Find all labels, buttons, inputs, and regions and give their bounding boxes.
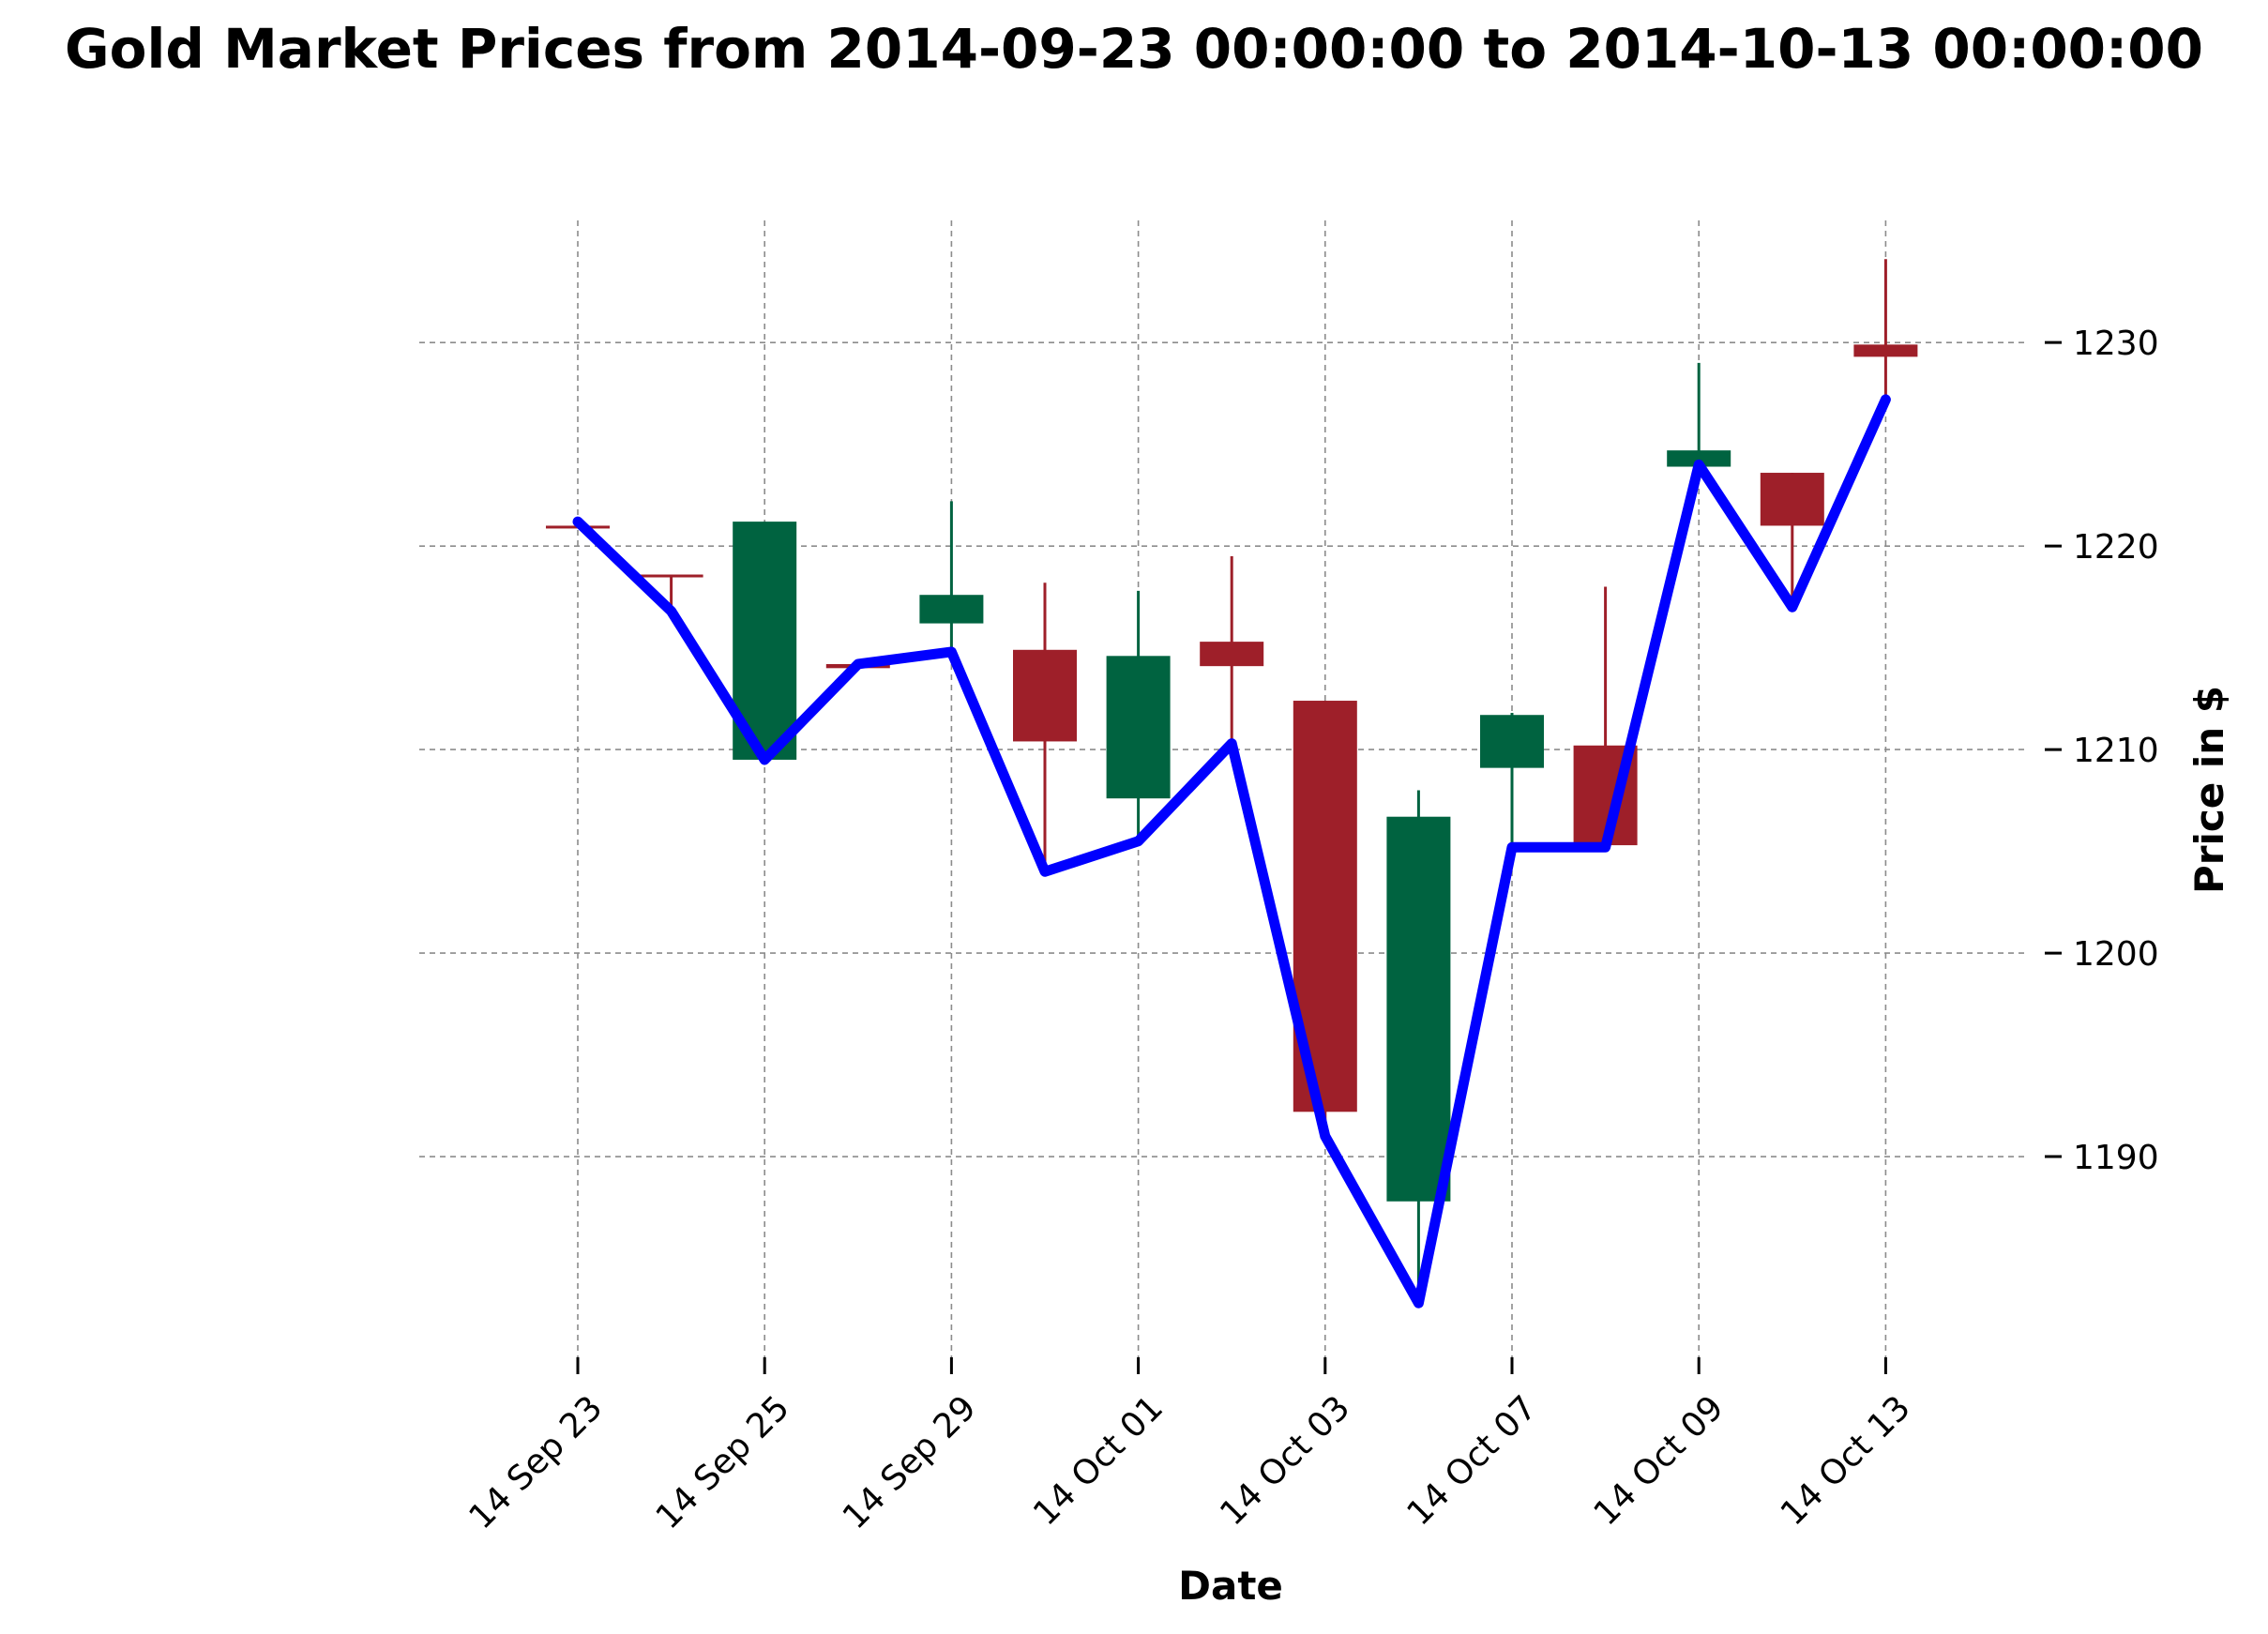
x-axis-label: Date [1178,1563,1283,1609]
candle-body-down [1853,344,1918,357]
candle-body-down [1200,642,1264,667]
candles [546,259,1918,1299]
x-tick-label: 14 Sep 23 [462,1388,611,1536]
x-tick-label: 14 Oct 01 [1026,1388,1171,1533]
grid [419,220,2026,1360]
x-axis: 14 Sep 23 14 Sep 25 14 Sep 29 14 Oct 01 14 O… [462,1357,1918,1536]
candle-body-up [1106,656,1171,799]
price-line-series [572,394,1891,1309]
candle-body-up [1386,816,1451,1202]
x-tick-label: 14 Oct 07 [1399,1388,1544,1533]
y-tick-label: 1210 [2073,732,2159,770]
candle-body-down [639,574,703,578]
y-tick-label: 1230 [2073,325,2159,363]
candle-body-up [919,595,984,624]
candle-body-down [1760,473,1824,526]
x-tick-label: 14 Sep 25 [649,1388,797,1536]
candle-body-down [1013,649,1077,742]
y-tick-label: 1200 [2073,935,2159,974]
y-axis: 1190 1200 1210 1220 1230 [2045,325,2159,1177]
price-line [572,394,1891,1309]
candle-body-up [1667,450,1731,467]
y-tick-label: 1190 [2073,1139,2159,1177]
candle-body-up [1480,715,1544,768]
x-tick-label: 14 Oct 03 [1213,1388,1357,1533]
y-axis-label: Price in $ [2186,686,2232,894]
x-tick-label: 14 Oct 09 [1587,1388,1731,1533]
x-tick-label: 14 Sep 29 [836,1388,984,1536]
chart-title: Gold Market Prices from 2014-09-23 00:00… [65,17,2203,81]
y-tick-label: 1220 [2073,528,2159,567]
x-tick-label: 14 Oct 13 [1774,1388,1918,1533]
